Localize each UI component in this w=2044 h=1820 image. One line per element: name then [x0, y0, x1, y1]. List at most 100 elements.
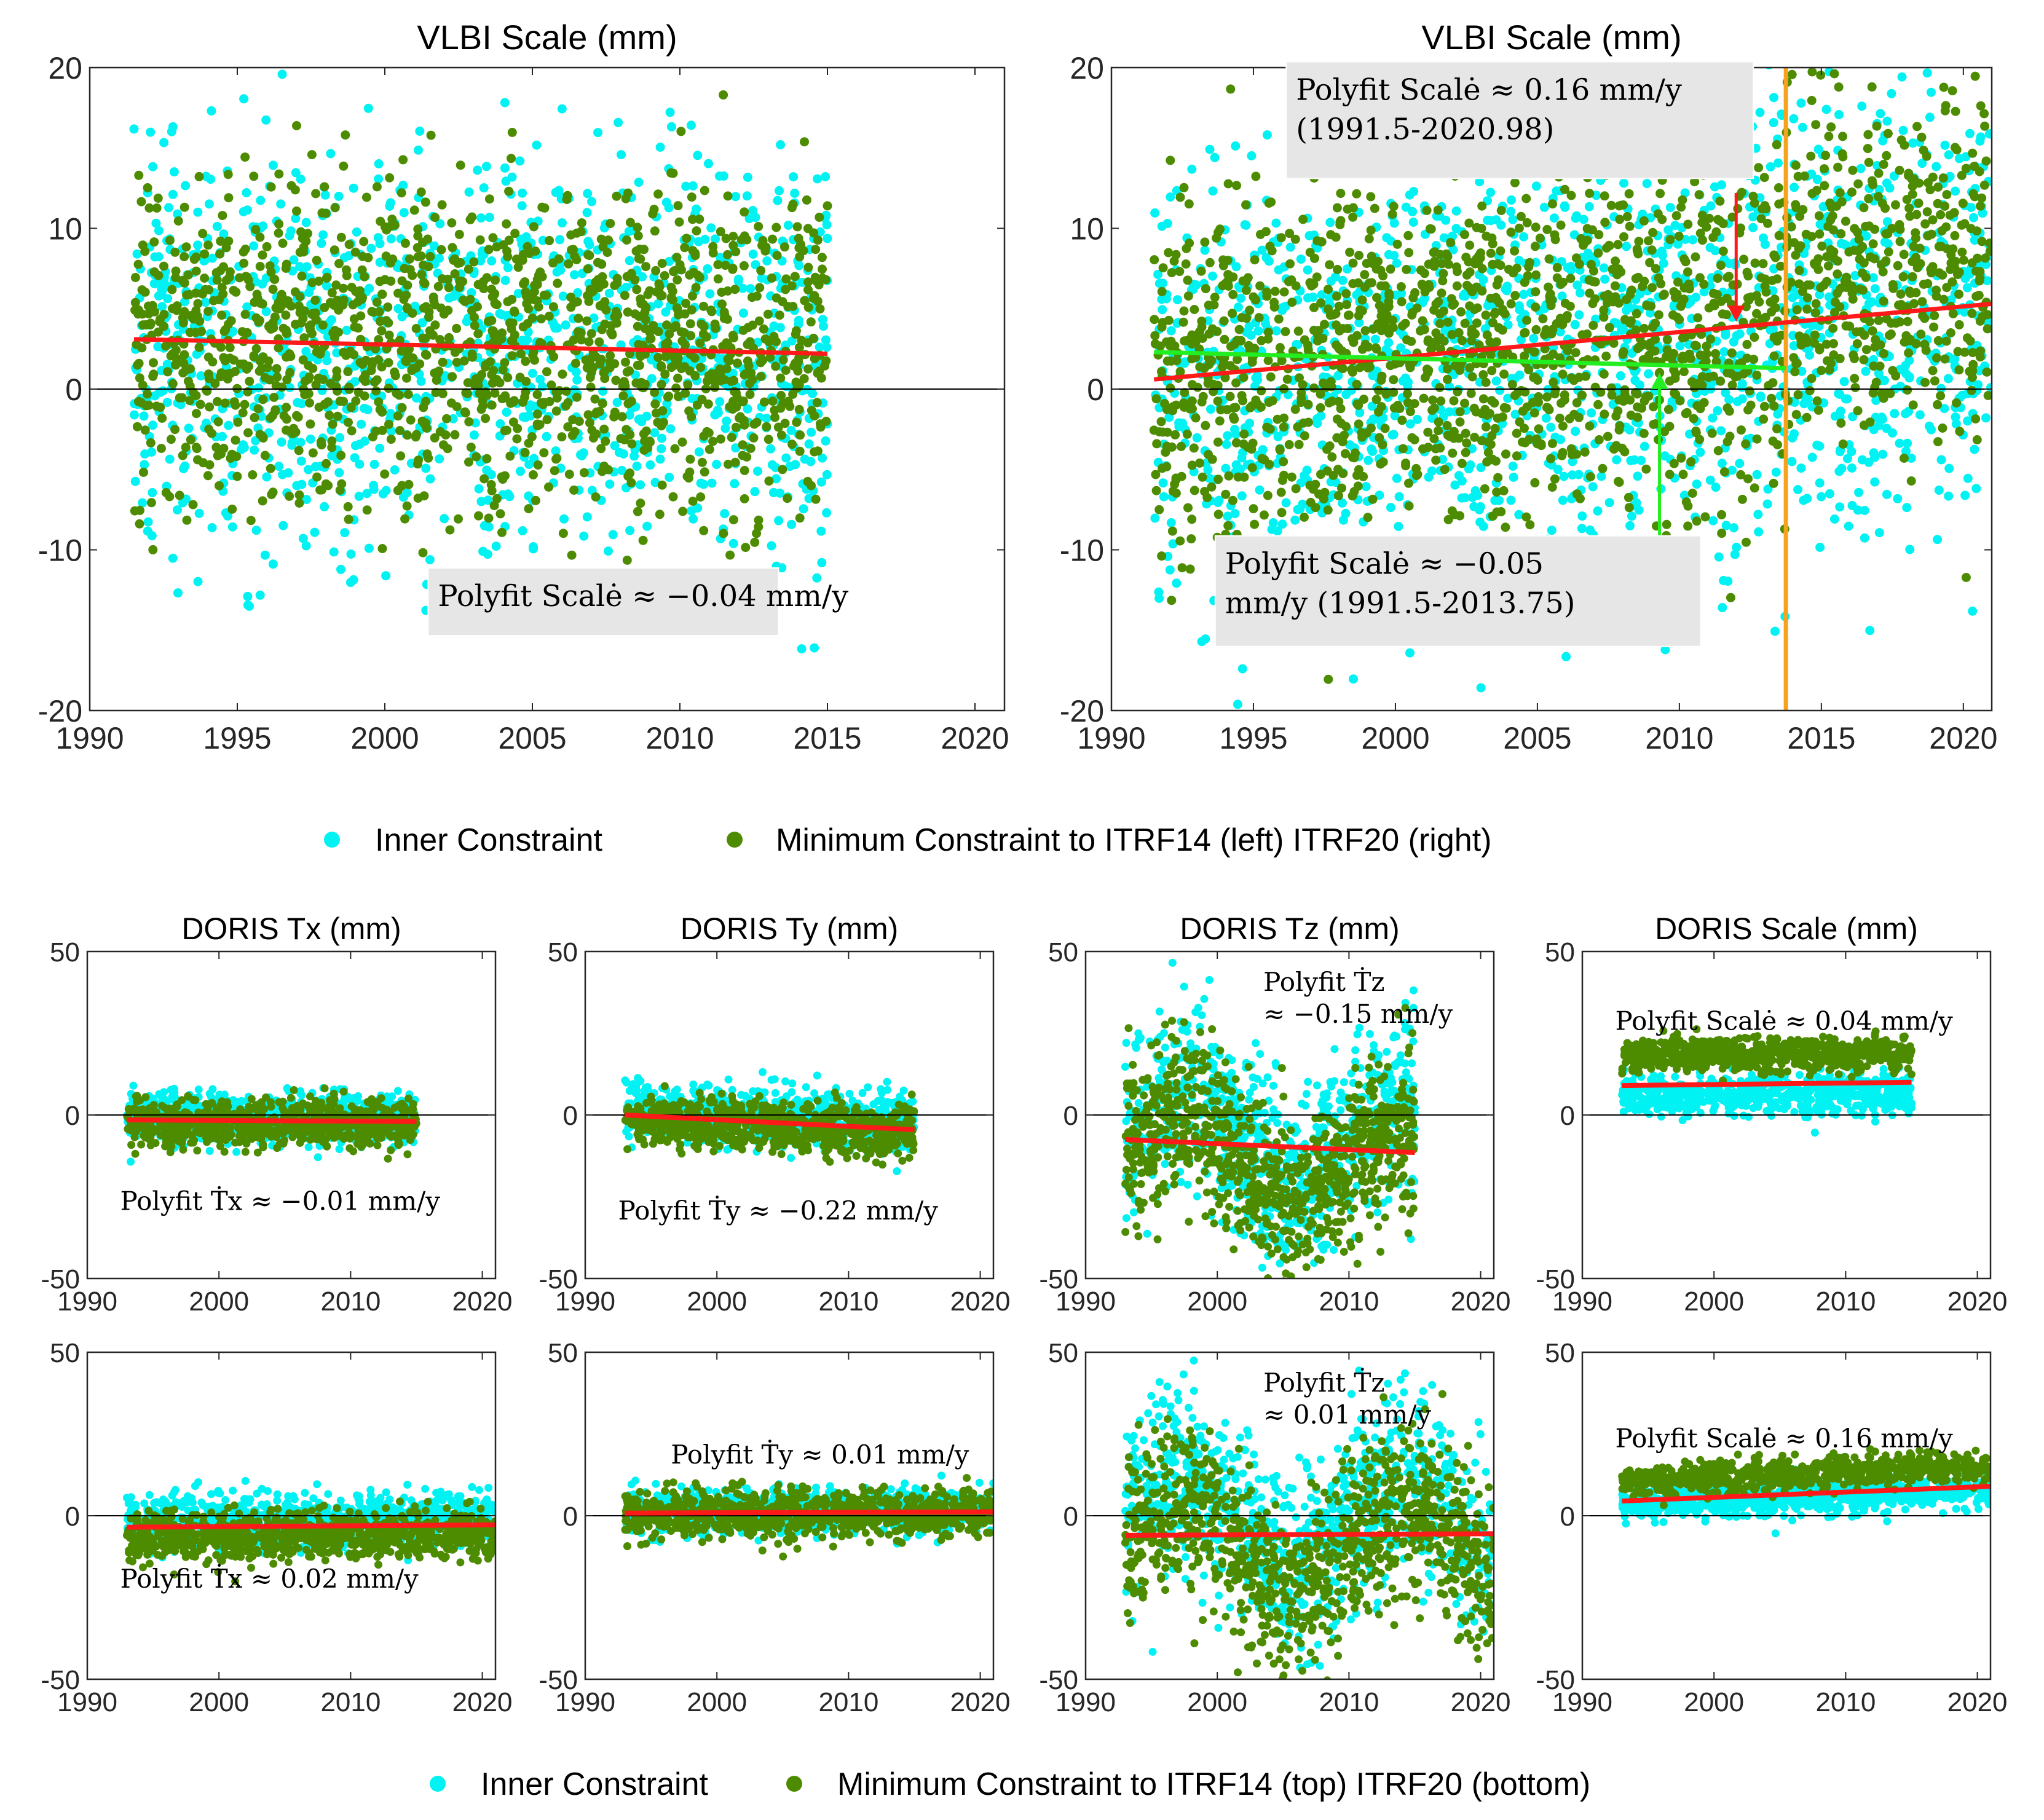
data-point: [355, 459, 365, 469]
data-point: [822, 508, 832, 518]
data-point: [1223, 431, 1233, 441]
data-point: [459, 356, 469, 366]
data-point: [278, 470, 288, 479]
data-point: [1539, 202, 1549, 212]
data-point: [229, 285, 239, 295]
data-point: [569, 335, 578, 345]
data-point: [268, 160, 278, 170]
data-point: [1718, 603, 1727, 612]
data-point: [1821, 104, 1831, 114]
data-point: [132, 249, 142, 259]
data-point: [776, 373, 786, 383]
data-point: [1719, 347, 1729, 357]
data-point: [1874, 185, 1884, 194]
data-point: [1298, 215, 1308, 224]
data-point: [1760, 240, 1770, 250]
data-point: [748, 206, 758, 215]
data-point: [1705, 213, 1714, 223]
data-point: [492, 300, 502, 310]
data-point: [204, 199, 214, 209]
data-point: [213, 396, 222, 406]
data-point: [797, 644, 807, 654]
data-point: [412, 243, 422, 253]
data-point: [1575, 288, 1585, 297]
data-point: [1930, 310, 1939, 320]
chart-title: VLBI Scale (mm): [417, 18, 677, 57]
data-point: [441, 430, 451, 440]
data-point: [171, 266, 181, 276]
data-point: [767, 273, 776, 283]
data-point: [1205, 144, 1215, 154]
data-point: [555, 235, 565, 245]
data-point: [150, 307, 159, 317]
data-point: [495, 419, 505, 428]
data-point: [1577, 524, 1587, 534]
data-point: [508, 318, 518, 328]
data-point: [202, 385, 211, 395]
data-point: [383, 302, 393, 312]
data-point: [364, 543, 374, 553]
data-point: [633, 321, 642, 331]
data-point: [746, 444, 756, 453]
data-point: [696, 478, 706, 488]
data-point: [815, 304, 825, 313]
data-point: [130, 297, 140, 307]
data-point: [374, 397, 384, 407]
data-point: [168, 189, 178, 199]
data-point: [596, 279, 606, 289]
data-point: [585, 372, 595, 382]
data-point: [1475, 518, 1485, 527]
data-point: [168, 122, 178, 132]
data-point: [326, 379, 336, 388]
data-point: [1460, 291, 1470, 301]
data-point: [385, 173, 395, 183]
data-point: [558, 218, 567, 228]
data-point: [655, 454, 665, 464]
data-point: [1715, 196, 1725, 206]
data-point: [1384, 302, 1394, 312]
data-point: [1223, 278, 1233, 288]
data-point: [239, 258, 249, 268]
data-point: [225, 343, 235, 353]
data-point: [1926, 87, 1936, 97]
data-point: [248, 470, 258, 479]
data-point: [1437, 288, 1446, 298]
data-point: [607, 328, 617, 338]
data-point: [387, 215, 397, 224]
data-point: [537, 382, 547, 392]
data-point: [235, 273, 245, 283]
data-point: [497, 328, 507, 338]
data-point: [431, 388, 441, 398]
data-point: [1566, 261, 1576, 271]
data-point: [1476, 463, 1486, 473]
data-point: [298, 534, 308, 543]
data-point: [1544, 282, 1553, 292]
data-point: [593, 128, 603, 138]
data-point: [175, 490, 184, 500]
data-point: [1604, 498, 1614, 508]
data-point: [605, 479, 615, 489]
data-point: [198, 229, 208, 238]
data-point: [749, 419, 759, 429]
data-point: [500, 358, 510, 368]
data-point: [402, 373, 411, 383]
data-point: [150, 252, 160, 262]
data-point: [734, 274, 743, 284]
data-point: [1180, 358, 1190, 368]
data-point: [582, 316, 592, 326]
data-point: [1599, 263, 1609, 273]
data-point: [731, 246, 741, 256]
data-point: [363, 253, 373, 262]
data-point: [1882, 217, 1892, 227]
data-point: [641, 262, 651, 272]
data-point: [670, 353, 680, 363]
data-point: [1967, 385, 1976, 395]
data-point: [617, 150, 626, 160]
data-point: [1770, 626, 1780, 636]
data-point: [380, 469, 390, 479]
data-point: [369, 460, 379, 469]
legend-minimum-marker: [786, 1776, 802, 1792]
data-point: [473, 165, 483, 175]
data-point: [1234, 302, 1243, 312]
data-point: [1317, 290, 1327, 300]
